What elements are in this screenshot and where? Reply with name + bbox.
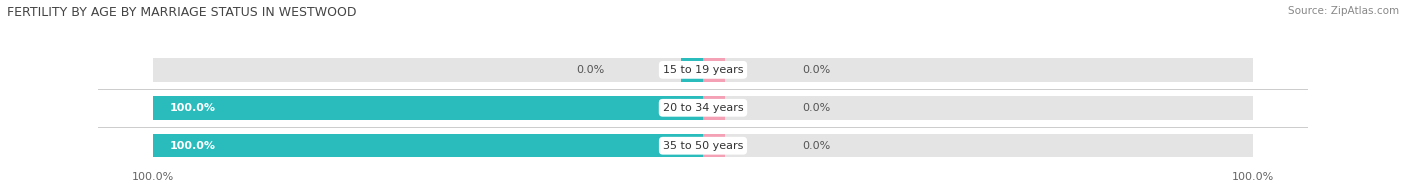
Text: 20 to 34 years: 20 to 34 years [662,103,744,113]
Text: Source: ZipAtlas.com: Source: ZipAtlas.com [1288,6,1399,16]
Bar [153,96,1253,120]
Bar [703,58,725,82]
Text: 0.0%: 0.0% [801,141,830,151]
Bar [153,58,1253,82]
Text: 35 to 50 years: 35 to 50 years [662,141,744,151]
Bar [153,134,1253,158]
Text: FERTILITY BY AGE BY MARRIAGE STATUS IN WESTWOOD: FERTILITY BY AGE BY MARRIAGE STATUS IN W… [7,6,357,19]
Bar [681,58,703,82]
Text: 100.0%: 100.0% [170,103,217,113]
Text: 0.0%: 0.0% [576,65,605,75]
Bar [703,96,725,120]
Text: 0.0%: 0.0% [801,103,830,113]
Bar [703,134,725,158]
Text: 100.0%: 100.0% [170,141,217,151]
Bar [153,96,703,120]
Text: 0.0%: 0.0% [801,65,830,75]
Bar [153,134,703,158]
Text: 15 to 19 years: 15 to 19 years [662,65,744,75]
